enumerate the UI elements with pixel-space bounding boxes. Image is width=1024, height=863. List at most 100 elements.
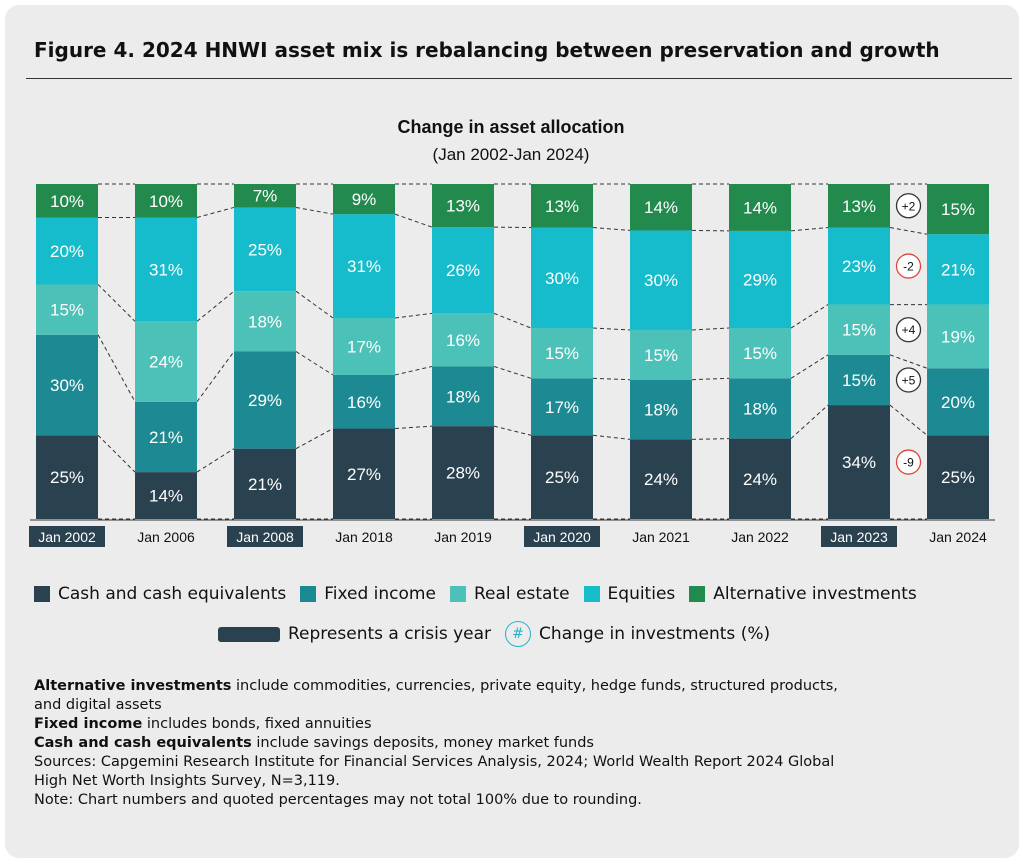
legend-label: Fixed income: [324, 584, 436, 604]
note-cash: Cash and cash equivalents include saving…: [34, 734, 984, 753]
bar-label: 24%: [149, 353, 183, 372]
bar-equities-7: [729, 230, 791, 329]
change-circle: [895, 253, 922, 279]
connector-line: [295, 428, 334, 450]
bar-label: 25%: [545, 468, 579, 487]
connector-line: [97, 284, 136, 322]
bar-real-estate-3: [333, 318, 395, 375]
bar-equities-2: [234, 207, 296, 292]
connector-line: [394, 213, 433, 228]
bar-label: 15%: [743, 344, 777, 363]
legend-label: Cash and cash equivalents: [58, 584, 287, 604]
connector-line: [196, 351, 235, 403]
bar-alternative-investments-1: [135, 184, 197, 218]
legend-label: Equities: [607, 584, 676, 604]
change-label: +4: [902, 323, 916, 337]
bar-label: 25%: [941, 468, 975, 487]
connector-line: [295, 351, 334, 376]
change-markers: +2 -2 +4 +5 -9: [895, 193, 922, 475]
bar-equities-1: [135, 217, 197, 322]
bar-label: 29%: [743, 270, 777, 289]
change-circle: [895, 367, 922, 393]
bar-label: 21%: [248, 475, 282, 494]
bar-label: 23%: [842, 257, 876, 276]
x-tick-label: Jan 2019: [434, 529, 492, 545]
bar-equities-3: [333, 214, 395, 318]
connector-line: [196, 290, 235, 322]
connector-line: [790, 354, 829, 379]
bar-real-estate-4: [432, 313, 494, 367]
bar-label: 13%: [446, 197, 480, 216]
connector-line: [790, 404, 829, 439]
legend-swatch: [449, 586, 466, 602]
bar-label: 29%: [248, 391, 282, 410]
x-tick-label: Jan 2024: [929, 529, 987, 545]
bar-label: 20%: [941, 393, 975, 412]
legend-item: Alternative investments: [689, 584, 917, 604]
legend-series: Cash and cash equivalents Fixed income Rea…: [34, 584, 931, 604]
bar-label: 27%: [347, 465, 381, 484]
connector-line: [493, 425, 532, 436]
chart-subtitle: (Jan 2002-Jan 2024): [433, 145, 590, 164]
bar-label: 9%: [352, 190, 377, 209]
bar-real-estate-7: [729, 328, 791, 379]
x-tick-label: Jan 2021: [632, 529, 690, 545]
bar-alternative-investments-8: [828, 184, 890, 228]
bar-label: 15%: [941, 200, 975, 219]
bar-alternative-investments-6: [630, 184, 692, 231]
legend-item: Fixed income: [300, 584, 436, 604]
connector-line: [790, 227, 829, 232]
bar-label: 30%: [545, 269, 579, 288]
note-fixed: Fixed income includes bonds, fixed annui…: [34, 715, 984, 734]
connector-line: [592, 227, 631, 231]
bar-label: 16%: [446, 331, 480, 350]
connector-line: [790, 304, 829, 329]
note-alternative-cont: and digital assets: [34, 697, 162, 713]
bar-alternative-investments-9: [927, 184, 989, 235]
bar-fixed-income-0: [36, 334, 98, 436]
bar-alternative-investments-4: [432, 184, 494, 228]
connector-line: [889, 404, 928, 436]
bar-real-estate-5: [531, 328, 593, 379]
connector-line: [889, 354, 928, 369]
bar-fixed-income-8: [828, 354, 890, 406]
bar-label: 17%: [545, 398, 579, 417]
legend-crisis: Represents a crisis year: [218, 624, 491, 644]
change-circle: [895, 193, 922, 219]
bar-equities-6: [630, 230, 692, 330]
bar-real-estate-6: [630, 329, 692, 380]
connector-line: [394, 365, 433, 376]
crisis-swatch: [218, 626, 280, 642]
bar-equities-5: [531, 227, 593, 329]
bar-cash-and-cash-equivalents-9: [927, 435, 989, 519]
connector-line: [493, 365, 532, 379]
bar-label: 21%: [149, 428, 183, 447]
bar-label: 31%: [149, 260, 183, 279]
crisis-year-marker: [821, 526, 897, 547]
x-tick-label: Jan 2023: [830, 529, 888, 545]
bar-label: 13%: [545, 197, 579, 216]
bar-equities-4: [432, 227, 494, 314]
connector-line: [493, 312, 532, 329]
x-tick-label: Jan 2020: [533, 529, 591, 545]
bar-cash-and-cash-equivalents-2: [234, 448, 296, 519]
bar-fixed-income-5: [531, 378, 593, 436]
change-label: -9: [903, 456, 914, 470]
connector-line: [97, 334, 136, 402]
bar-real-estate-8: [828, 304, 890, 355]
note-alt-term: Alternative investments: [34, 678, 232, 694]
legend-swatch: [34, 586, 50, 602]
bar-label: 14%: [644, 198, 678, 217]
footnotes: Alternative investments include commodit…: [34, 677, 984, 810]
bar-label: 18%: [644, 401, 678, 420]
note-fixed-term: Fixed income: [34, 716, 143, 732]
connector-line: [592, 377, 631, 381]
x-tick-label: Jan 2018: [335, 529, 393, 545]
legend-change: # Change in investments (%): [505, 621, 770, 647]
bar-label: 14%: [743, 198, 777, 217]
change-circle: [895, 317, 922, 343]
bar-label: 18%: [446, 387, 480, 406]
bar-alternative-investments-5: [531, 184, 593, 228]
legend-change-label: Change in investments (%): [539, 624, 771, 644]
bar-label: 7%: [253, 187, 278, 206]
